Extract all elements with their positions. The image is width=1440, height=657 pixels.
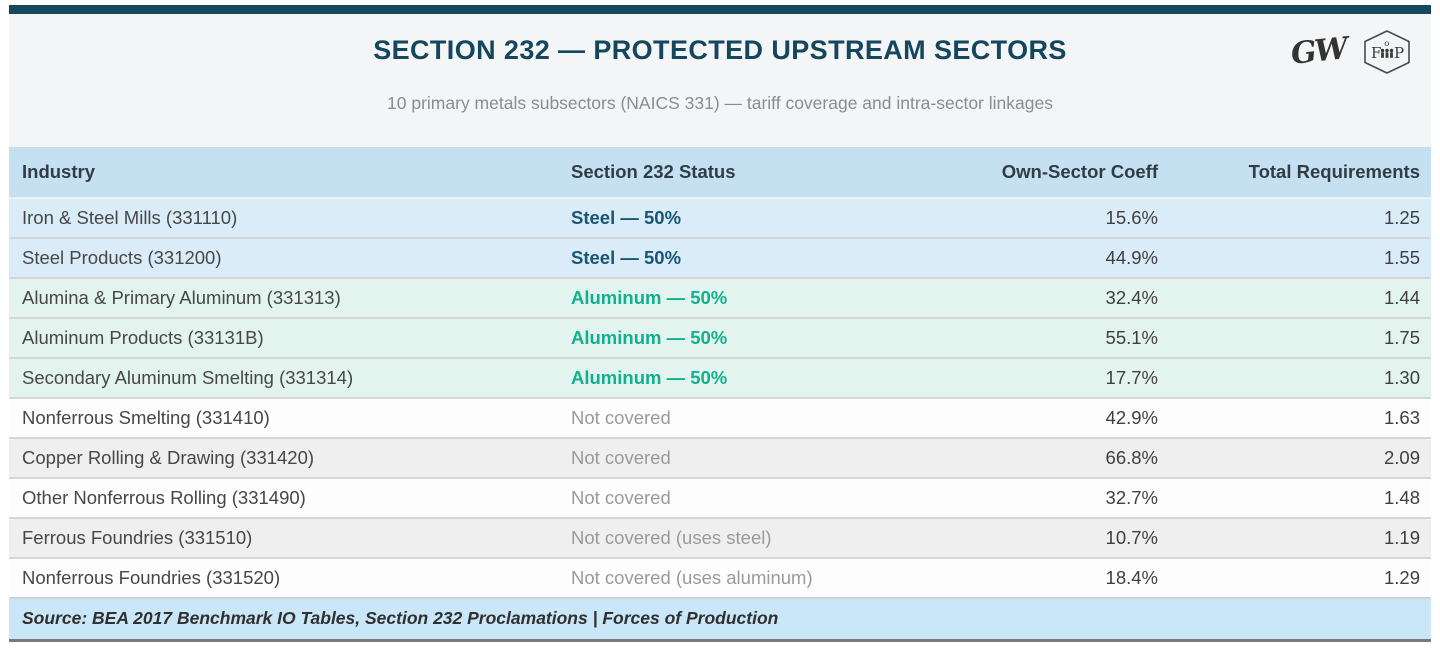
bottom-border-bar: [9, 639, 1431, 642]
total-cell: 1.55: [1169, 237, 1431, 278]
table-row: Copper Rolling & Drawing (331420) Not cov…: [9, 437, 1431, 478]
coeff-cell: 32.7%: [949, 477, 1169, 518]
table-body: Iron & Steel Mills (331110) Steel — 50% 15…: [9, 197, 1431, 597]
industry-cell: Other Nonferrous Rolling (331490): [9, 477, 571, 518]
industry-cell: Copper Rolling & Drawing (331420): [9, 437, 571, 478]
logo-group: GW F P o: [1288, 28, 1413, 76]
status-cell: Steel — 50%: [571, 237, 949, 278]
table-row: Aluminum Products (33131B) Aluminum — 50%…: [9, 317, 1431, 358]
table-row: Nonferrous Foundries (331520) Not covered…: [9, 557, 1431, 597]
coeff-cell: 55.1%: [949, 317, 1169, 358]
industry-cell: Steel Products (331200): [9, 237, 571, 278]
svg-text:P: P: [1394, 44, 1404, 62]
table-row: Ferrous Foundries (331510) Not covered (u…: [9, 517, 1431, 558]
status-cell: Not covered (uses aluminum): [571, 557, 949, 597]
forces-of-production-hexagon-logo-icon: F P o: [1364, 30, 1410, 74]
coeff-cell: 66.8%: [949, 437, 1169, 478]
people-glyph-icon: [1380, 48, 1394, 58]
total-cell: 1.63: [1169, 397, 1431, 438]
source-footer: Source: BEA 2017 Benchmark IO Tables, Se…: [9, 597, 1431, 639]
coeff-cell: 18.4%: [949, 557, 1169, 597]
total-cell: 1.44: [1169, 277, 1431, 318]
coeff-cell: 10.7%: [949, 517, 1169, 558]
data-table: Industry Section 232 Status Own-Sector C…: [9, 147, 1431, 597]
page-title: SECTION 232 — PROTECTED UPSTREAM SECTORS: [373, 35, 1067, 65]
svg-text:o: o: [1384, 39, 1389, 49]
industry-cell: Secondary Aluminum Smelting (331314): [9, 357, 571, 398]
table-row: Other Nonferrous Rolling (331490) Not cov…: [9, 477, 1431, 518]
top-accent-bar: [9, 5, 1431, 14]
total-cell: 1.75: [1169, 317, 1431, 358]
total-cell: 1.48: [1169, 477, 1431, 518]
table-row: Nonferrous Smelting (331410) Not covered 4…: [9, 397, 1431, 438]
table-row: Secondary Aluminum Smelting (331314) Alum…: [9, 357, 1431, 398]
total-cell: 2.09: [1169, 437, 1431, 478]
table-row: Alumina & Primary Aluminum (331313) Alumi…: [9, 277, 1431, 318]
status-cell: Steel — 50%: [571, 197, 949, 238]
status-cell: Aluminum — 50%: [571, 317, 949, 358]
total-cell: 1.25: [1169, 197, 1431, 238]
industry-cell: Aluminum Products (33131B): [9, 317, 571, 358]
col-header-total-requirements: Total Requirements: [1169, 147, 1431, 198]
gw-script-logo-icon: GW: [1288, 31, 1348, 72]
status-cell: Aluminum — 50%: [571, 357, 949, 398]
status-cell: Not covered: [571, 477, 949, 518]
industry-cell: Ferrous Foundries (331510): [9, 517, 571, 558]
coeff-cell: 42.9%: [949, 397, 1169, 438]
col-header-own-sector-coeff: Own-Sector Coeff: [949, 147, 1169, 198]
table-header-row: Industry Section 232 Status Own-Sector C…: [9, 147, 1431, 198]
coeff-cell: 44.9%: [949, 237, 1169, 278]
industry-cell: Iron & Steel Mills (331110): [9, 197, 571, 238]
coeff-cell: 15.6%: [949, 197, 1169, 238]
page-subtitle: 10 primary metals subsectors (NAICS 331)…: [387, 93, 1053, 113]
industry-cell: Nonferrous Smelting (331410): [9, 397, 571, 438]
svg-text:F: F: [1371, 44, 1381, 62]
status-cell: Not covered: [571, 397, 949, 438]
status-cell: Not covered: [571, 437, 949, 478]
page-header: SECTION 232 — PROTECTED UPSTREAM SECTORS…: [9, 14, 1431, 114]
status-cell: Not covered (uses steel): [571, 517, 949, 558]
table-row: Steel Products (331200) Steel — 50% 44.9% 1…: [9, 237, 1431, 278]
industry-cell: Alumina & Primary Aluminum (331313): [9, 277, 571, 318]
industry-cell: Nonferrous Foundries (331520): [9, 557, 571, 597]
total-cell: 1.19: [1169, 517, 1431, 558]
table-row: Iron & Steel Mills (331110) Steel — 50% 15…: [9, 197, 1431, 238]
coeff-cell: 32.4%: [949, 277, 1169, 318]
total-cell: 1.30: [1169, 357, 1431, 398]
total-cell: 1.29: [1169, 557, 1431, 597]
page-card: SECTION 232 — PROTECTED UPSTREAM SECTORS…: [9, 5, 1431, 642]
status-cell: Aluminum — 50%: [571, 277, 949, 318]
col-header-industry: Industry: [9, 147, 571, 198]
col-header-status: Section 232 Status: [571, 147, 949, 198]
coeff-cell: 17.7%: [949, 357, 1169, 398]
